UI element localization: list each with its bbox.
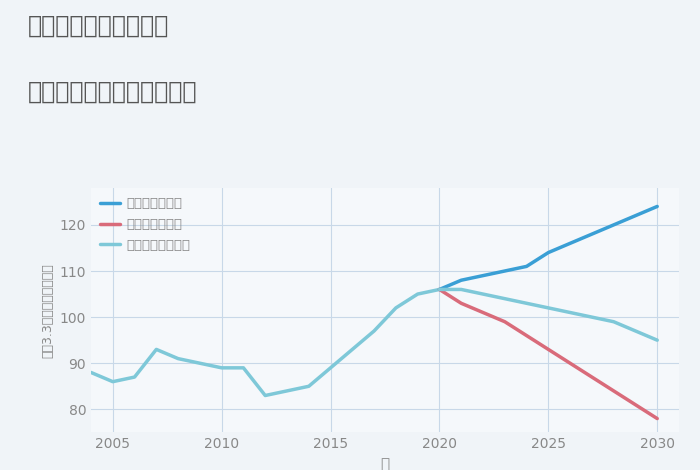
ノーマルシナリオ	[588, 314, 596, 320]
グッドシナリオ	[435, 287, 444, 292]
グッドシナリオ	[566, 241, 574, 246]
バッドシナリオ	[631, 402, 640, 407]
ノーマルシナリオ	[610, 319, 618, 325]
バッドシナリオ	[653, 416, 662, 422]
ノーマルシナリオ	[500, 296, 509, 301]
ノーマルシナリオ	[479, 291, 487, 297]
バッドシナリオ	[479, 310, 487, 315]
グッドシナリオ	[500, 268, 509, 274]
グッドシナリオ	[610, 222, 618, 227]
ノーマルシナリオ	[566, 310, 574, 315]
グッドシナリオ	[479, 273, 487, 278]
Text: 愛知県刈谷市小山町の: 愛知県刈谷市小山町の	[28, 14, 169, 38]
ノーマルシナリオ	[653, 337, 662, 343]
X-axis label: 年: 年	[380, 457, 390, 470]
ノーマルシナリオ	[631, 328, 640, 334]
ノーマルシナリオ	[435, 287, 444, 292]
グッドシナリオ	[653, 204, 662, 209]
バッドシナリオ	[522, 333, 531, 338]
バッドシナリオ	[588, 374, 596, 380]
ノーマルシナリオ	[457, 287, 466, 292]
Y-axis label: 坪（3.3㎡）単価（万円）: 坪（3.3㎡）単価（万円）	[41, 263, 54, 358]
バッドシナリオ	[500, 319, 509, 325]
グッドシナリオ	[588, 231, 596, 237]
Line: ノーマルシナリオ: ノーマルシナリオ	[440, 290, 657, 340]
ノーマルシナリオ	[522, 300, 531, 306]
バッドシナリオ	[435, 287, 444, 292]
バッドシナリオ	[544, 346, 552, 352]
グッドシナリオ	[544, 250, 552, 255]
グッドシナリオ	[457, 277, 466, 283]
グッドシナリオ	[522, 264, 531, 269]
Line: グッドシナリオ: グッドシナリオ	[440, 206, 657, 290]
バッドシナリオ	[610, 388, 618, 394]
ノーマルシナリオ	[544, 305, 552, 311]
グッドシナリオ	[631, 213, 640, 219]
Line: バッドシナリオ: バッドシナリオ	[440, 290, 657, 419]
Legend: グッドシナリオ, バッドシナリオ, ノーマルシナリオ: グッドシナリオ, バッドシナリオ, ノーマルシナリオ	[95, 192, 196, 258]
Text: 中古マンションの価格推移: 中古マンションの価格推移	[28, 80, 197, 104]
バッドシナリオ	[457, 300, 466, 306]
バッドシナリオ	[566, 360, 574, 366]
